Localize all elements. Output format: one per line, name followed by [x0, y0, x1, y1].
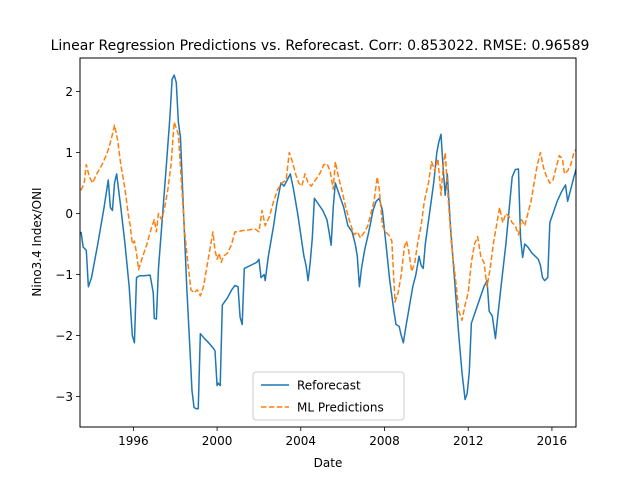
- x-axis-label: Date: [314, 456, 343, 470]
- series-line-ml-predictions: [80, 121, 576, 322]
- y-tick-label: −3: [55, 390, 73, 404]
- plot-frame: [79, 57, 577, 428]
- y-tick-label: 0: [65, 207, 73, 221]
- x-tick-label: 1996: [118, 434, 149, 448]
- legend-label-ml-predictions: ML Predictions: [297, 401, 384, 415]
- series-line-reforecast: [80, 74, 576, 410]
- x-tick-label: 2008: [369, 434, 400, 448]
- y-axis: −3 −2 −1 0 1 2: [55, 85, 80, 404]
- y-tick-label: 1: [65, 146, 73, 160]
- x-axis: 1996 2000 2004 2008 2012 2016: [118, 427, 567, 448]
- plot-lines: [80, 74, 576, 410]
- y-tick-label: −2: [55, 329, 73, 343]
- y-axis-label: Nino3.4 Index/ONI: [30, 187, 44, 296]
- x-tick-label: 2012: [453, 434, 484, 448]
- legend-label-reforecast: Reforecast: [297, 379, 361, 393]
- x-tick-label: 2016: [537, 434, 568, 448]
- x-tick-label: 2004: [286, 434, 317, 448]
- y-tick-label: −1: [55, 268, 73, 282]
- x-tick-label: 2000: [202, 434, 233, 448]
- chart-title: Linear Regression Predictions vs. Refore…: [51, 38, 590, 54]
- legend: Reforecast ML Predictions: [252, 371, 405, 421]
- y-tick-label: 2: [65, 85, 73, 99]
- legend-box: [252, 371, 405, 421]
